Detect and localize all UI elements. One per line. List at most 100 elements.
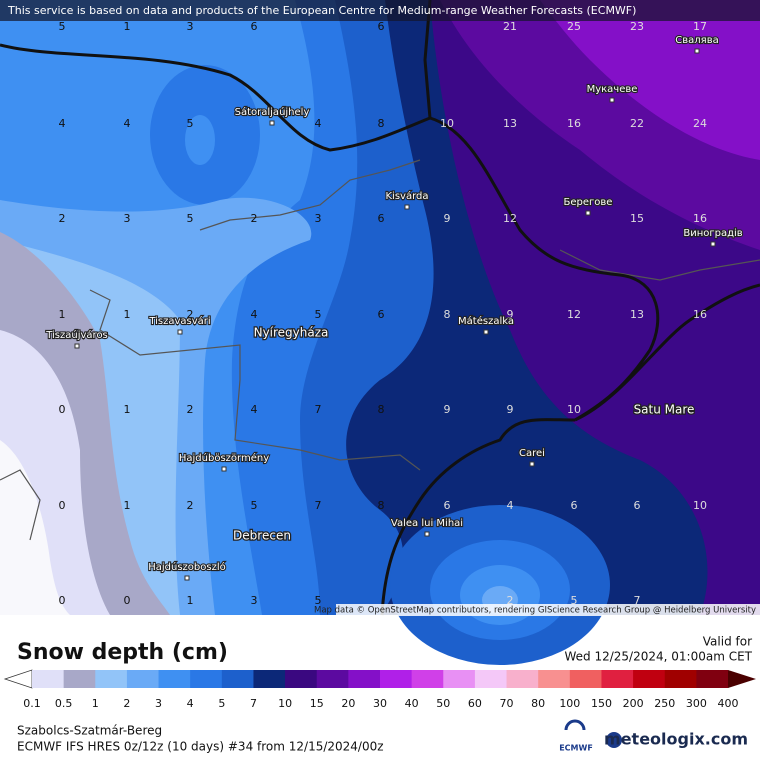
grid-value: 1 [124, 20, 131, 33]
place-label: Debrecen [233, 529, 291, 543]
grid-value: 4 [124, 117, 131, 130]
place-marker [221, 466, 227, 472]
grid-value: 12 [503, 212, 517, 225]
legend-tick-label: 80 [531, 697, 545, 710]
grid-value: 4 [251, 308, 258, 321]
band [540, 0, 760, 160]
place-label: Mátészalka [458, 315, 514, 327]
grid-value: 8 [378, 499, 385, 512]
place-label: Carei [519, 448, 545, 459]
grid-value: 8 [378, 117, 385, 130]
grid-value: 16 [693, 212, 707, 225]
grid-value: 1 [124, 499, 131, 512]
legend-swatch [474, 670, 508, 688]
legend-bar: 0.1 0.5 1 2 3 4 5 7 10 15 20 30 40 50 60 70 80 100 150 200 2… [3, 669, 756, 710]
legend-swatch [221, 670, 254, 688]
grid-value: 7 [315, 403, 322, 416]
grid-value: 1 [59, 308, 66, 321]
legend-swatch [506, 670, 539, 688]
legend-tick-label: 3 [155, 697, 162, 710]
grid-value: 2 [507, 594, 514, 607]
country-borders [0, 0, 760, 616]
valid-label: Valid for [703, 635, 752, 649]
grid-value: 6 [378, 308, 385, 321]
grid-value: 6 [634, 499, 641, 512]
legend-tick-label: 7 [250, 697, 257, 710]
legend-swatch [158, 670, 191, 688]
legend-tick-label: 250 [654, 697, 675, 710]
grid-value: 10 [693, 499, 707, 512]
grid-value: 17 [693, 20, 707, 33]
legend-tick-label: 20 [341, 697, 355, 710]
credits-box [336, 604, 760, 616]
legend-swatch [411, 670, 444, 688]
place-marker [404, 204, 410, 210]
region: Szabolcs-Szatmár-Bereg [17, 724, 162, 738]
legend-swatch [601, 670, 634, 688]
grid-value: 1 [124, 403, 131, 416]
legend-swatch [285, 670, 318, 688]
grid-value: 7 [315, 499, 322, 512]
ecmwf-label: ECMWF [559, 744, 593, 753]
legend-title: Snow depth (cm) [17, 640, 228, 665]
legend-tick-label: 0.1 [23, 697, 41, 710]
legend-swatch [569, 670, 602, 688]
legend-tick-label: 400 [718, 697, 739, 710]
legend-swatch [316, 670, 349, 688]
legend-swatch [443, 670, 476, 688]
legend-swatch [696, 670, 729, 688]
grid-value: 10 [440, 117, 454, 130]
legend-tick-label: 100 [559, 697, 580, 710]
place-marker [74, 343, 80, 349]
grid-value: 8 [378, 403, 385, 416]
grid-value: 2 [187, 308, 194, 321]
grid-value: 4 [251, 403, 258, 416]
grid-value: 0 [59, 403, 66, 416]
grid-value: 1 [124, 308, 131, 321]
grid-value: 24 [693, 117, 707, 130]
grid-value: 2 [59, 212, 66, 225]
legend-tick-label: 60 [468, 697, 482, 710]
legend-swatch [380, 670, 413, 688]
legend-tick-label: 15 [310, 697, 324, 710]
grid-value: 3 [251, 594, 258, 607]
place-marker [184, 575, 190, 581]
legend-swatch [95, 670, 128, 688]
valid-time: Wed 12/25/2024, 01:00am CET [565, 650, 753, 664]
grid-value: 6 [378, 212, 385, 225]
grid-value: 5 [315, 308, 322, 321]
map-credits: Map data © OpenStreetMap contributors, r… [314, 606, 756, 616]
legend-swatch [126, 670, 160, 688]
grid-value: 0 [59, 594, 66, 607]
grid-value: 5 [59, 20, 66, 33]
legend-arrow-high [728, 670, 756, 688]
legend-tick-label: 30 [373, 697, 387, 710]
grid-value: 12 [567, 308, 581, 321]
grid-value: 21 [503, 20, 517, 33]
grid-value: 6 [444, 499, 451, 512]
map [0, 0, 760, 665]
place-marker [424, 531, 430, 537]
legend-swatch [32, 670, 65, 688]
grid-value: 4 [59, 117, 66, 130]
grid-value: 3 [124, 212, 131, 225]
place-marker [269, 120, 275, 126]
grid-value: 10 [567, 403, 581, 416]
place-label: Nyíregyháza [254, 326, 329, 340]
legend-tick-label: 150 [591, 697, 612, 710]
grid-value: 15 [630, 212, 644, 225]
grid-value: 2 [251, 212, 258, 225]
grid-value: 2 [187, 499, 194, 512]
grid-value: 8 [444, 308, 451, 321]
place-label: Kisvárda [385, 190, 428, 202]
legend-tick-label: 1 [92, 697, 99, 710]
legend-tick-label: 50 [436, 697, 450, 710]
grid-value: 0 [59, 499, 66, 512]
legend-tick-label: 10 [278, 697, 292, 710]
grid-value: 6 [251, 20, 258, 33]
place-label: Satu Mare [634, 403, 695, 417]
grid-value: 6 [378, 20, 385, 33]
place-marker [585, 210, 591, 216]
grid-value: 5 [315, 594, 322, 607]
